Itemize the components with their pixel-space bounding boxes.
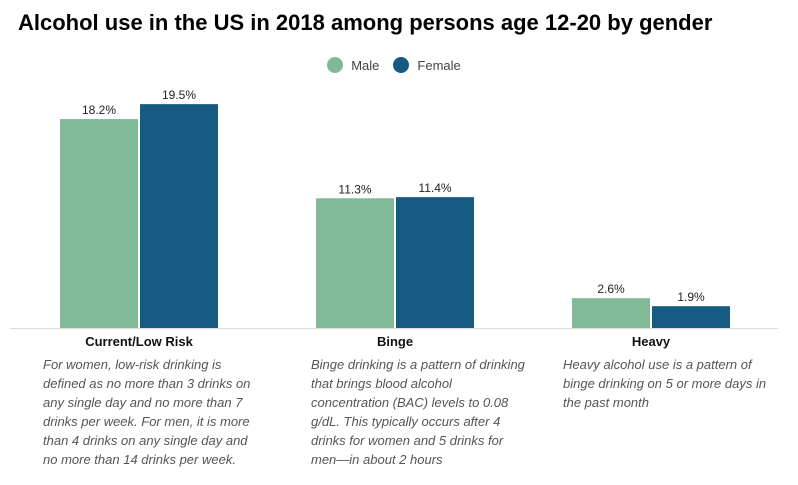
category-description: For women, low-risk drinking is defined … xyxy=(43,357,251,467)
category-description: Heavy alcohol use is a pattern of binge … xyxy=(563,357,767,410)
bar-female xyxy=(396,197,474,328)
data-label: 1.9% xyxy=(677,290,705,304)
category-label: Heavy xyxy=(631,334,671,349)
bar-female xyxy=(140,104,218,328)
data-label: 11.4% xyxy=(418,181,451,195)
chart-title: Alcohol use in the US in 2018 among pers… xyxy=(18,10,713,35)
data-label: 19.5% xyxy=(162,88,196,102)
legend-label-female: Female xyxy=(417,57,461,73)
legend-item-female[interactable]: Female xyxy=(393,57,461,73)
legend-swatch-male xyxy=(327,57,344,73)
category-label: Binge xyxy=(376,334,414,349)
legend-item-male[interactable]: Male xyxy=(327,57,379,73)
bar-male xyxy=(572,298,650,328)
legend: Male Female xyxy=(0,57,798,73)
legend-swatch-female xyxy=(393,57,410,73)
category-description: Binge drinking is a pattern of drinking … xyxy=(311,357,525,467)
bar-male xyxy=(60,119,138,329)
bar-male xyxy=(316,198,394,328)
legend-label-male: Male xyxy=(351,57,380,73)
data-label: 11.3% xyxy=(338,182,371,196)
data-label: 18.2% xyxy=(82,103,116,117)
category-label: Current/Low Risk xyxy=(85,334,193,349)
data-label: 2.6% xyxy=(597,282,625,296)
bar-female xyxy=(652,306,730,328)
